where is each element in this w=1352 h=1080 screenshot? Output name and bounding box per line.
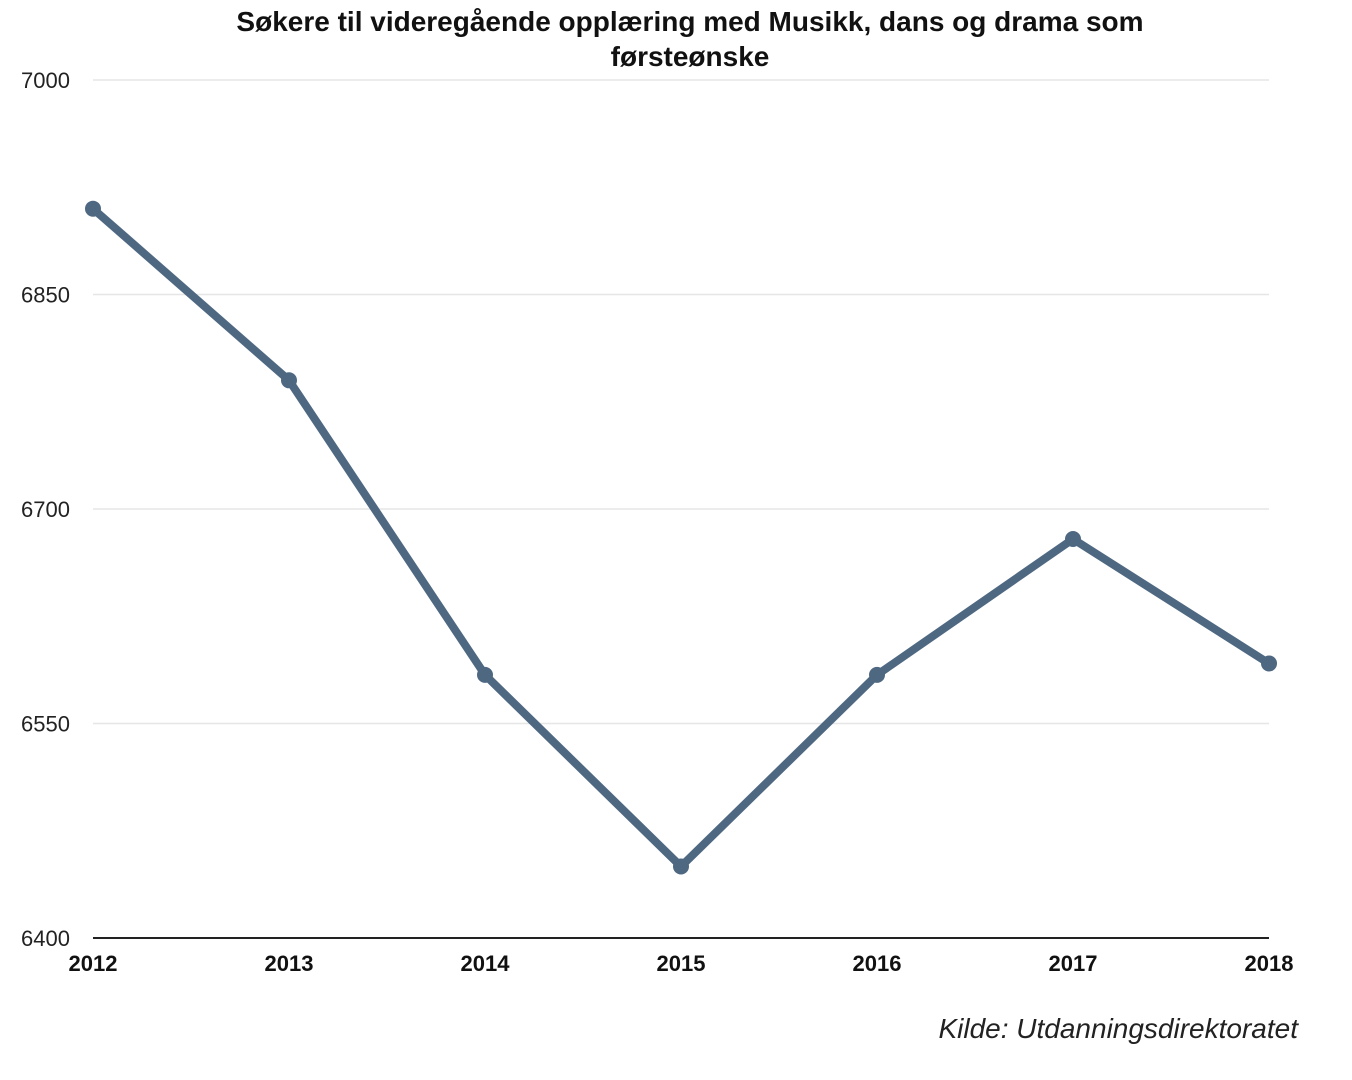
- data-point-2015: [673, 858, 689, 875]
- x-tick-label-2012: 2012: [69, 951, 118, 976]
- data-point-2014: [477, 666, 493, 683]
- y-tick-label-6700: 6700: [21, 497, 70, 522]
- y-tick-label-7000: 7000: [21, 68, 70, 93]
- x-tick-label-2017: 2017: [1049, 951, 1098, 976]
- data-point-2012: [85, 200, 101, 217]
- data-points: [85, 200, 1277, 875]
- x-tick-label-2013: 2013: [265, 951, 314, 976]
- x-axis-tick-labels: 2012 2013 2014 2015 2016 2017 2018: [69, 951, 1294, 976]
- data-point-2016: [869, 666, 885, 683]
- chart-title-line-1: Søkere til videregående opplæring med Mu…: [236, 6, 1143, 37]
- data-point-2017: [1065, 531, 1081, 548]
- x-tick-label-2016: 2016: [853, 951, 902, 976]
- chart-title-line-2: førsteønske: [611, 41, 770, 72]
- data-point-2013: [281, 372, 297, 389]
- x-tick-label-2014: 2014: [461, 951, 511, 976]
- x-tick-label-2018: 2018: [1245, 951, 1294, 976]
- series-line-0: [89, 204, 1273, 871]
- source-label: Kilde: Utdanningsdirektoratet: [938, 1013, 1299, 1044]
- y-tick-label-6550: 6550: [21, 712, 70, 737]
- series: [89, 204, 1273, 871]
- y-tick-label-6850: 6850: [21, 283, 70, 308]
- x-tick-label-2015: 2015: [657, 951, 706, 976]
- y-tick-label-6400: 6400: [21, 926, 70, 951]
- gridlines: [93, 79, 1269, 725]
- y-axis-tick-labels: 7000 6850 6700 6550 6400: [21, 68, 70, 951]
- data-point-2018: [1261, 655, 1277, 672]
